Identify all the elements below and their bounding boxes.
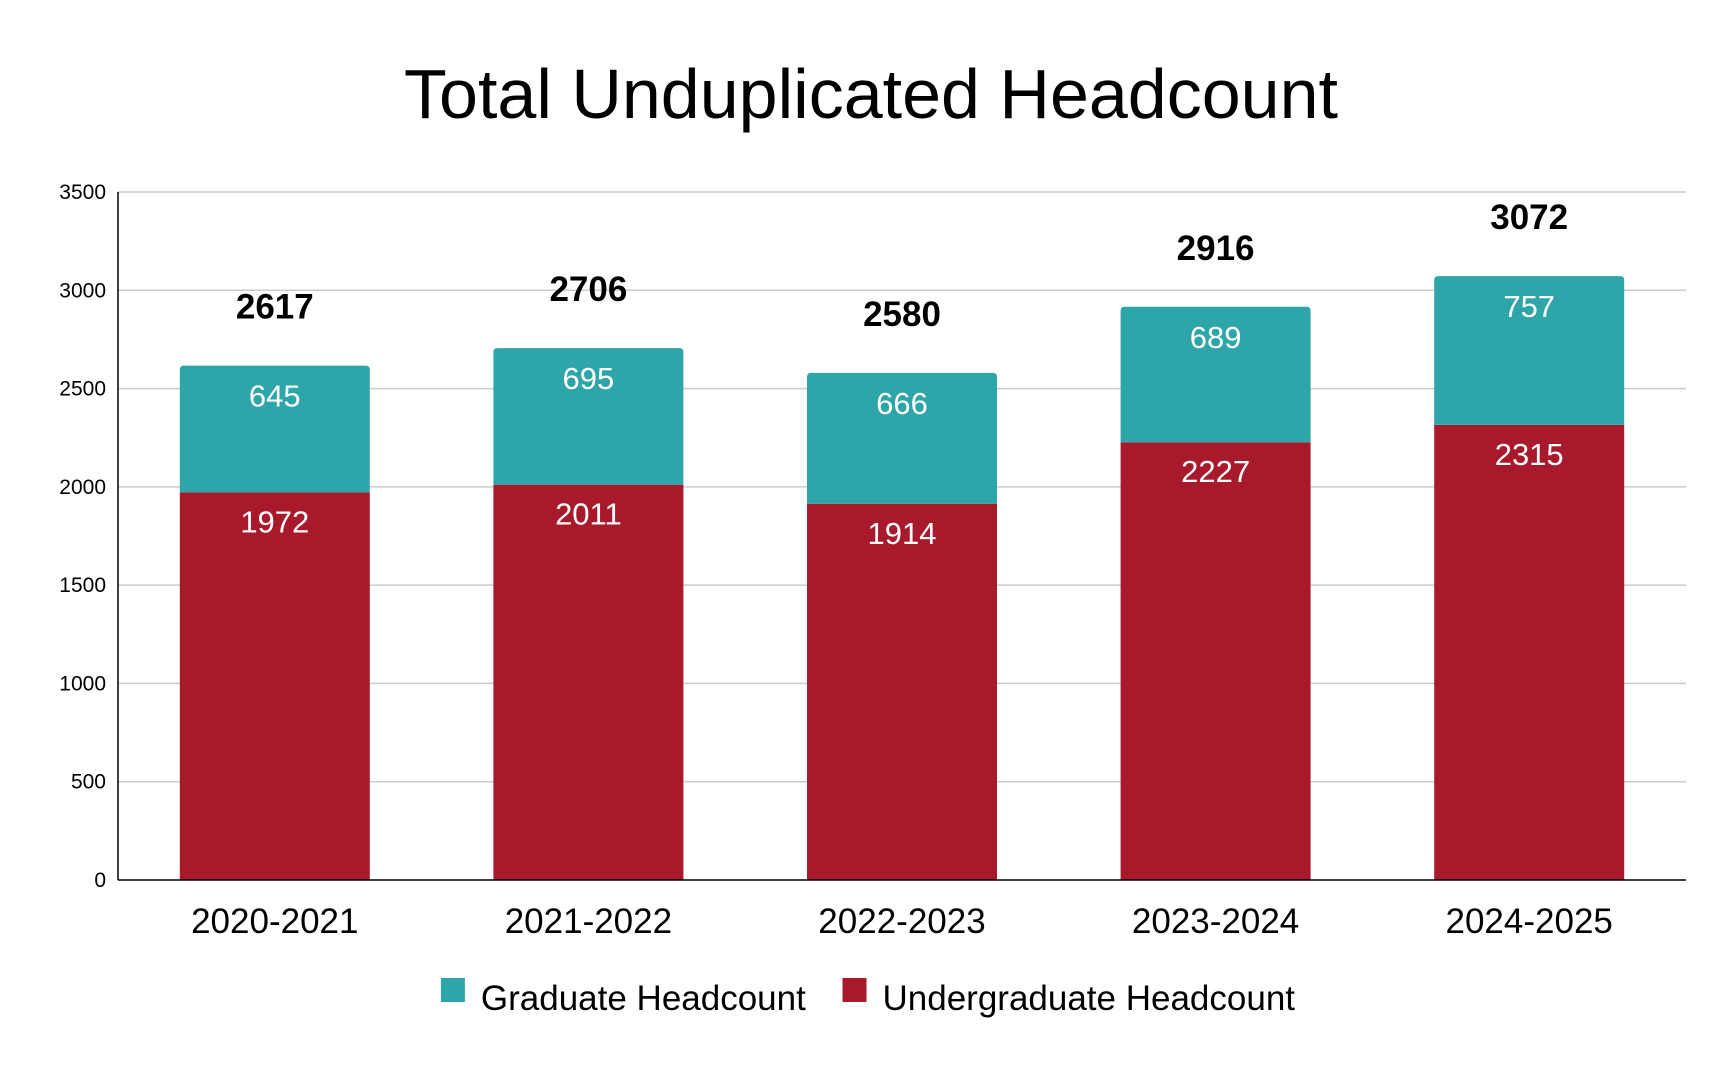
data-label-total: 3072 [1490, 198, 1568, 237]
data-label-graduate: 757 [1503, 289, 1555, 324]
x-tick-label: 2022-2023 [818, 902, 985, 941]
data-label-undergraduate: 1914 [868, 516, 937, 551]
y-tick-label: 2500 [59, 378, 106, 401]
y-tick-label: 2000 [59, 476, 106, 499]
data-label-undergraduate: 2315 [1495, 437, 1564, 472]
axes: 0 500 1000 1500 2000 2500 3000 3500 2020-2021 202… [59, 181, 1686, 941]
bar-undergraduate [179, 492, 370, 880]
x-tick-label: 2021-2022 [505, 902, 672, 941]
data-label-total: 2916 [1177, 229, 1255, 268]
data-label-total: 2580 [863, 295, 941, 334]
bar-undergraduate [1120, 442, 1311, 880]
legend-swatch [842, 978, 867, 1002]
legend-label: Graduate Headcount [481, 979, 806, 1018]
bar-graduate [1434, 276, 1625, 425]
bar-graduate [807, 372, 997, 504]
x-tick-label: 2023-2024 [1132, 902, 1299, 941]
bar-undergraduate [1434, 424, 1625, 880]
data-label-total: 2706 [549, 270, 627, 309]
x-tick-label: 2024-2025 [1446, 902, 1613, 941]
data-label-graduate: 689 [1190, 320, 1242, 355]
bar-undergraduate [493, 484, 684, 880]
bar-graduate [179, 365, 370, 493]
y-tick-label: 1000 [59, 672, 106, 695]
data-label-graduate: 666 [876, 386, 928, 421]
y-tick-label: 0 [94, 869, 106, 892]
data-label-undergraduate: 1972 [240, 504, 309, 539]
bar-graduate [493, 348, 684, 485]
data-labels: 1972 645 2617 2011 695 2706 1914 666 2580 2227 689… [236, 198, 1568, 551]
y-tick-label: 500 [71, 771, 106, 794]
bars [179, 276, 1625, 880]
data-label-graduate: 695 [563, 361, 615, 396]
data-label-graduate: 645 [249, 379, 301, 414]
data-label-total: 2617 [236, 288, 314, 327]
legend-swatch [440, 978, 465, 1002]
y-tick-label: 3000 [59, 279, 106, 302]
chart-title: Total Unduplicated Headcount [404, 55, 1338, 133]
y-tick-label: 3500 [59, 181, 106, 204]
x-tick-label: 2020-2021 [191, 902, 358, 941]
legend-label: Undergraduate Headcount [883, 979, 1296, 1018]
data-label-undergraduate: 2011 [555, 497, 622, 532]
legend: Graduate Headcount Undergraduate Headcoun… [440, 978, 1296, 1018]
y-tick-label: 1500 [59, 574, 106, 597]
data-label-undergraduate: 2227 [1181, 454, 1250, 489]
bar-graduate [1120, 306, 1311, 443]
bar-undergraduate [807, 503, 997, 880]
